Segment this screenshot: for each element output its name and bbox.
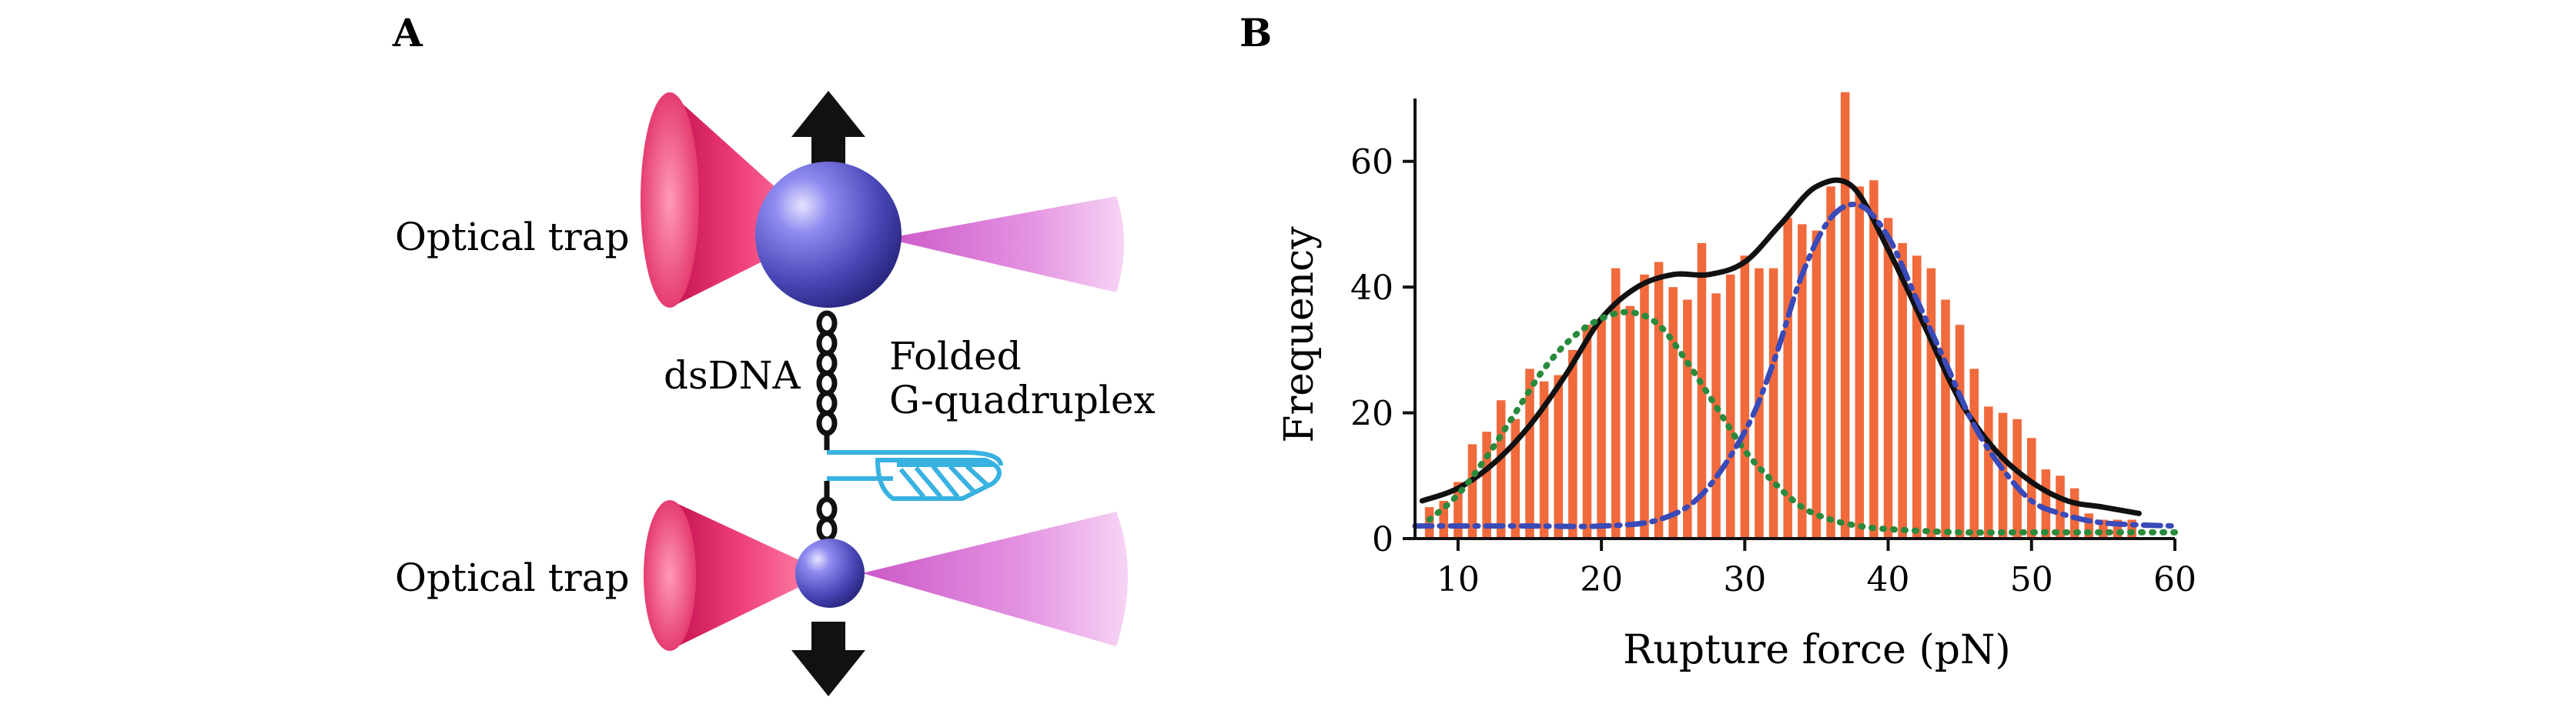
bar [1683,299,1692,539]
bar [1424,507,1434,539]
bar [1926,268,1936,539]
bar [1725,274,1735,539]
panel-a-diagram: A [392,10,1156,696]
bar [1855,186,1865,539]
bar [1582,325,1592,539]
bottom-optical-trap [644,500,1128,651]
bar [1439,500,1449,539]
bar [1798,224,1807,539]
bar [1969,369,1979,539]
bar [1869,180,1878,539]
x-tick-label: 40 [1867,560,1910,599]
top-trap-label: Optical trap [395,215,630,259]
y-tick-label: 40 [1350,269,1393,308]
gq-label-line2: G-quadruplex [889,378,1156,422]
axes: 10 20 30 40 50 60 0 20 40 60 [1350,98,2196,599]
y-tick-label: 0 [1372,520,1393,559]
bar [1883,218,1893,539]
bar [2012,419,2022,539]
fit-curve-solid [1419,177,2142,516]
x-tick-label: 60 [2153,560,2196,599]
fit-curve-dashed [1412,202,2178,529]
bar [2041,469,2051,539]
bottom-trap-right-cone [862,512,1128,646]
x-tick-label: 10 [1437,560,1480,599]
top-trap-left-cone [670,92,824,308]
bar [1640,274,1649,539]
fit-curves [1412,177,2178,536]
bar [1525,369,1534,539]
bar [1597,319,1606,539]
bar [2113,519,2123,539]
bar [2027,438,2036,539]
bar [2069,488,2079,539]
bar [1783,218,1792,539]
bar [1454,482,1463,539]
x-tick-label: 30 [1723,560,1766,599]
bar [2127,519,2136,539]
bar [1826,186,1835,539]
bar [1812,230,1822,539]
y-tick-label: 20 [1350,395,1393,434]
dsdna-tether [816,310,838,542]
y-axis-title: Frequency [1276,226,1323,443]
x-axis-title: Rupture force (pN) [1623,627,2011,673]
panel-b-label: B [1239,10,1272,55]
x-tick-label: 20 [1580,560,1623,599]
bar [1912,255,1922,539]
y-tick-label: 60 [1350,143,1393,182]
bar [1510,419,1521,539]
bar [1941,299,1950,539]
bar [1496,400,1506,539]
pull-up-arrow-icon [791,91,865,166]
bar [1668,287,1678,539]
bar [1467,444,1477,539]
bar [1955,325,1965,539]
bar [1625,305,1635,539]
g-quadruplex [827,450,1003,501]
bar [1611,268,1621,539]
bottom-trap-label: Optical trap [395,556,630,600]
bar [1654,262,1664,539]
bottom-bead [795,539,865,608]
gq-label-line1: Folded [889,334,1022,379]
bar [2099,519,2108,539]
bar [2084,513,2094,539]
bar [2056,475,2065,539]
top-trap-right-cone [885,196,1124,292]
bar [1998,412,2008,539]
top-optical-trap [641,92,1124,308]
bar [1740,255,1750,539]
bar [1482,432,1491,539]
bar [1840,92,1850,539]
bar [1568,349,1577,539]
bars [1424,92,2136,539]
bar [1768,268,1778,539]
bar [1711,293,1721,539]
fit-curve-dotted [1426,309,2178,536]
bar [1539,381,1549,539]
x-tick-label: 50 [2010,560,2053,599]
pull-down-arrow-icon [791,622,865,696]
bar [1554,375,1563,539]
bar [1984,406,1993,539]
bar [1697,242,1707,539]
bar [1898,242,1907,539]
panel-a-label: A [392,10,423,55]
bar [1755,268,1764,539]
dsdna-label: dsDNA [664,353,801,398]
top-bead [755,162,902,308]
bottom-trap-left-cone [670,500,828,650]
